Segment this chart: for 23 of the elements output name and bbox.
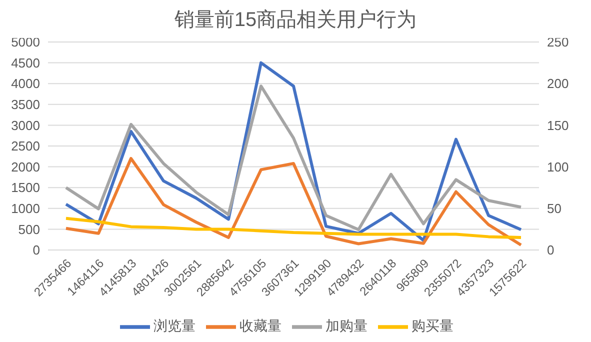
y-tick-label: 500 <box>18 222 40 237</box>
y-tick-label: 4500 <box>11 55 40 70</box>
legend-label: 加购量 <box>326 318 368 334</box>
y2-tick-label: 150 <box>547 118 569 133</box>
y2-tick-label: 100 <box>547 159 569 174</box>
y2-tick-label: 0 <box>547 242 554 258</box>
y2-tick-label: 200 <box>547 76 569 92</box>
y-tick-label: 1500 <box>11 180 40 196</box>
y-tick-label: 3500 <box>11 97 40 112</box>
legend-label: 浏览量 <box>154 318 196 334</box>
chart-title: 销量前15商品相关用户行为 <box>174 9 417 31</box>
y-tick-label: 0 <box>32 242 40 258</box>
legend-label: 购买量 <box>412 318 454 334</box>
y-tick-label: 1000 <box>11 201 40 216</box>
y-tick-label: 2500 <box>11 138 40 154</box>
y-tick-label: 2000 <box>11 159 40 174</box>
line-series <box>64 156 522 247</box>
y2-tick-label: 50 <box>547 201 562 216</box>
y-tick-label: 4000 <box>11 76 40 92</box>
y-tick-label: 3000 <box>11 118 40 133</box>
legend-label: 收藏量 <box>240 318 282 334</box>
line-series <box>64 84 522 232</box>
line-series <box>64 216 522 240</box>
